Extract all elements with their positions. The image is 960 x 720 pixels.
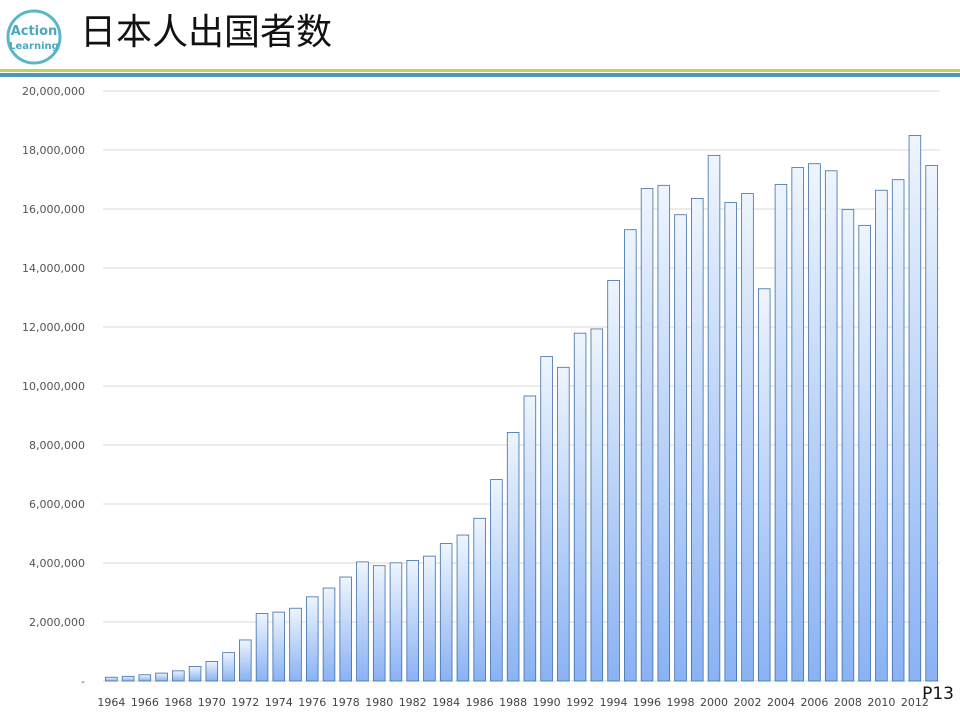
bar-1986 (473, 517, 486, 682)
bar-1993 (590, 328, 604, 682)
bar-1969 (188, 666, 202, 682)
bar-1966 (138, 674, 152, 682)
bar-1991 (557, 366, 570, 682)
bar-1989 (523, 395, 537, 682)
y-tick-label: 16,000,000 (22, 203, 85, 216)
x-axis-ticks: 1964 1966 1968 1970 1972 1974 1976 1978 1980 1982… (97, 696, 929, 709)
x-tick-label: 1972 (231, 696, 259, 709)
x-tick-label: 1990 (533, 696, 561, 709)
bar-2012 (908, 135, 922, 682)
y-tick-label: - (81, 675, 85, 688)
bar-1965 (121, 675, 135, 682)
bar-2001 (724, 202, 738, 682)
chart-area: - 2,000,000 4,000,000 6,000,000 8,000,000 10,… (22, 85, 940, 709)
x-tick-label: 2006 (800, 696, 828, 709)
bar-1987 (490, 479, 503, 682)
bar-1975 (289, 607, 302, 682)
bar-1972 (239, 639, 252, 682)
bar-1998 (674, 214, 687, 682)
bar-1992 (573, 332, 587, 682)
bar-1990 (540, 356, 553, 682)
bar-1967 (155, 672, 168, 682)
x-tick-label: 2000 (700, 696, 728, 709)
x-tick-label: 1964 (97, 696, 125, 709)
x-tick-label: 1996 (633, 696, 661, 709)
bar-1973 (255, 613, 269, 682)
bar-2005 (791, 167, 804, 682)
bar-2007 (824, 170, 838, 682)
x-tick-label: 1980 (365, 696, 393, 709)
bar-1997 (657, 184, 671, 682)
x-tick-label: 2012 (901, 696, 929, 709)
bar-1980 (372, 565, 386, 682)
bar-2006 (808, 163, 821, 682)
bar-1971 (222, 652, 235, 682)
slide-title: 日本人出国者数 (80, 12, 333, 53)
bar-1974 (272, 611, 286, 682)
title-divider (0, 69, 960, 77)
bar-1978 (339, 576, 352, 682)
y-tick-label: 14,000,000 (22, 262, 85, 275)
bar-1983 (423, 555, 436, 682)
bar-1996 (640, 188, 654, 682)
bar-1985 (456, 534, 470, 682)
y-tick-label: 18,000,000 (22, 144, 85, 157)
bar-2013 (925, 165, 938, 682)
x-tick-label: 2004 (767, 696, 795, 709)
bar-2008 (841, 208, 855, 682)
bar-2002 (741, 193, 754, 682)
x-tick-label: 1968 (164, 696, 192, 709)
bar-1981 (389, 562, 403, 682)
x-tick-label: 1994 (600, 696, 628, 709)
x-tick-label: 2002 (733, 696, 761, 709)
x-tick-label: 1992 (566, 696, 594, 709)
bar-1970 (205, 661, 219, 682)
x-tick-label: 1974 (265, 696, 293, 709)
bar-2009 (858, 224, 871, 682)
y-tick-label: 2,000,000 (29, 616, 85, 629)
bar-1982 (406, 560, 419, 682)
action-learning-logo: Action Learning (6, 9, 62, 65)
x-tick-label: 1984 (432, 696, 460, 709)
y-tick-label: 8,000,000 (29, 439, 85, 452)
bar-2003 (757, 288, 771, 682)
bar-2011 (891, 179, 905, 682)
x-tick-label: 1988 (499, 696, 527, 709)
bar-2010 (875, 189, 888, 682)
bar-1994 (607, 280, 620, 682)
x-tick-label: 1966 (131, 696, 159, 709)
bar-1979 (356, 561, 369, 682)
y-tick-label: 10,000,000 (22, 380, 85, 393)
bar-2004 (774, 184, 788, 682)
x-tick-label: 1982 (399, 696, 427, 709)
x-tick-label: 1998 (667, 696, 695, 709)
bar-1968 (172, 670, 185, 682)
y-axis-ticks: - 2,000,000 4,000,000 6,000,000 8,000,000 10,… (22, 85, 85, 688)
x-tick-label: 1970 (198, 696, 226, 709)
x-tick-label: 1978 (332, 696, 360, 709)
x-tick-label: 2010 (867, 696, 895, 709)
bar-1984 (439, 543, 453, 682)
y-tick-label: 12,000,000 (22, 321, 85, 334)
x-tick-label: 2008 (834, 696, 862, 709)
bar-2000 (707, 154, 721, 682)
y-tick-label: 6,000,000 (29, 498, 85, 511)
bar-1977 (322, 587, 336, 682)
bar-1964 (105, 676, 118, 682)
logo-text-bottom: Learning (9, 41, 59, 52)
gridlines (103, 90, 940, 682)
x-tick-label: 1986 (466, 696, 494, 709)
bar-1999 (691, 198, 704, 682)
bars (105, 135, 938, 682)
bar-1988 (506, 431, 520, 682)
page-number: P13 (922, 684, 954, 704)
y-tick-label: 20,000,000 (22, 85, 85, 98)
bar-1995 (624, 229, 637, 682)
logo-text-top: Action (11, 24, 58, 39)
bar-1976 (305, 596, 319, 682)
y-tick-label: 4,000,000 (29, 557, 85, 570)
x-tick-label: 1976 (298, 696, 326, 709)
